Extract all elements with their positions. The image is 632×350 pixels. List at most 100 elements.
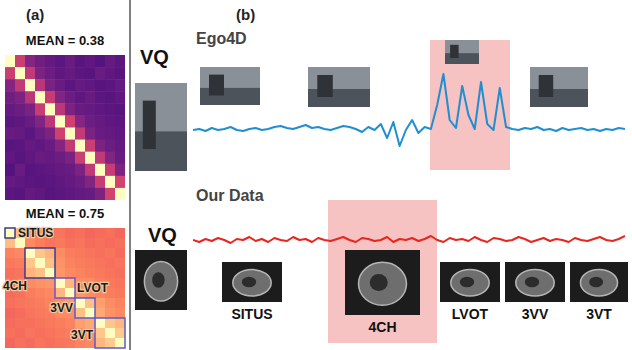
heatmap-cell (25, 188, 36, 200)
heatmap-cell (75, 103, 86, 116)
heatmap-cell (95, 103, 106, 116)
heatmap-cell (5, 328, 16, 339)
thumbnail-content (525, 277, 539, 287)
heatmap-cell (75, 228, 86, 239)
query-label: VQ (140, 46, 169, 68)
thumbnail-caption: SITUS (231, 306, 272, 322)
chart-title: MEAN = 0.38 (26, 33, 104, 48)
heatmap-cell (75, 164, 86, 177)
heatmap-cell (55, 91, 66, 104)
heatmap-cell (105, 103, 116, 116)
heatmap-cell (65, 55, 76, 68)
heatmap-cells (5, 55, 125, 200)
segment-label: LVOT (77, 281, 109, 295)
heatmap-cell (105, 152, 116, 165)
heatmap-cell (35, 278, 46, 289)
thumbnail-content (359, 262, 407, 305)
heatmap-cell (95, 248, 106, 259)
chart-title: Our Data (196, 187, 264, 204)
heatmap-cell (15, 91, 26, 104)
heatmap-cell (45, 79, 56, 92)
panel-label: (b) (236, 6, 255, 23)
heatmap-cell (45, 288, 56, 299)
heatmap-cell (5, 318, 16, 329)
heatmap-cell (45, 103, 56, 116)
heatmap-cell (85, 103, 96, 116)
thumbnail-caption: 4CH (368, 319, 396, 335)
heatmap-cell (115, 238, 125, 249)
heatmap-cell (5, 115, 16, 128)
heatmap-cell (105, 164, 116, 177)
heatmap-cell (5, 152, 16, 165)
heatmap-cell (85, 164, 96, 177)
heatmap-cell (105, 238, 116, 249)
heatmap-cell (55, 288, 66, 299)
heatmap-cell (105, 115, 116, 128)
heatmap-cell (35, 268, 46, 279)
heatmap-cell (105, 248, 116, 259)
heatmap-cell (75, 79, 86, 92)
thumbnail-content (233, 270, 271, 296)
heatmap-cell (115, 176, 125, 189)
heatmap-cell (95, 152, 106, 165)
chart-title: Ego4D (196, 30, 247, 47)
heatmap-cell (75, 298, 86, 309)
heatmap-cell (55, 268, 66, 279)
heatmap-cell (75, 176, 86, 189)
heatmap-cell (15, 79, 26, 92)
heatmap-cell (115, 258, 125, 269)
thumbnail-frame (135, 250, 187, 310)
segment-label: 3VV (50, 301, 73, 315)
heatmap-cell (95, 318, 106, 329)
heatmap-cell (45, 176, 56, 189)
heatmap-cell (45, 128, 56, 141)
heatmap-cell (75, 115, 86, 128)
heatmap-cell (115, 128, 125, 141)
heatmap-cell (45, 188, 56, 200)
heatmap-cell (115, 308, 125, 319)
heatmap-cell (25, 128, 36, 141)
heatmap-cell (45, 67, 56, 80)
heatmap-cell (25, 308, 36, 319)
heatmap-cell (65, 152, 76, 165)
heatmap-cell (45, 338, 56, 348)
heatmap-cell (5, 79, 16, 92)
heatmap-cell (25, 67, 36, 80)
heatmap-cell (5, 55, 16, 68)
heatmap-cell (75, 318, 86, 329)
heatmap-cell (35, 115, 46, 128)
heatmap-cell (15, 188, 26, 200)
heatmap-cell (55, 79, 66, 92)
heatmap-cell (85, 298, 96, 309)
heatmap-cell (115, 164, 125, 177)
heatmap-cell (5, 238, 16, 249)
heatmap-cell (25, 152, 36, 165)
segment-box (25, 248, 55, 278)
heatmap-cell (85, 128, 96, 141)
segment-box (95, 318, 125, 348)
heatmap-cell (75, 308, 86, 319)
heatmap-cell (45, 140, 56, 153)
heatmap-cell (65, 79, 76, 92)
heatmap-cell (95, 164, 106, 177)
heatmap-cell (55, 228, 66, 239)
heatmap-cell (85, 176, 96, 189)
heatmap-cell (25, 164, 36, 177)
thumbnail (200, 67, 260, 105)
segment-label: 4CH (3, 279, 27, 293)
heatmap-cell (25, 248, 36, 259)
heatmap-cell (35, 308, 46, 319)
thumbnail (135, 83, 187, 171)
heatmap-cell (5, 128, 16, 141)
heatmap-cell (55, 278, 66, 289)
heatmap-cell (15, 115, 26, 128)
thumbnail-content (242, 277, 256, 287)
heatmap-cell (25, 91, 36, 104)
thumbnail-content (451, 270, 489, 296)
heatmap-cell (75, 140, 86, 153)
heatmap-cell (75, 188, 86, 200)
heatmap-cell (35, 188, 46, 200)
thumbnail-content (317, 75, 333, 97)
heatmap-cell (5, 188, 16, 200)
heatmap-cell (105, 128, 116, 141)
